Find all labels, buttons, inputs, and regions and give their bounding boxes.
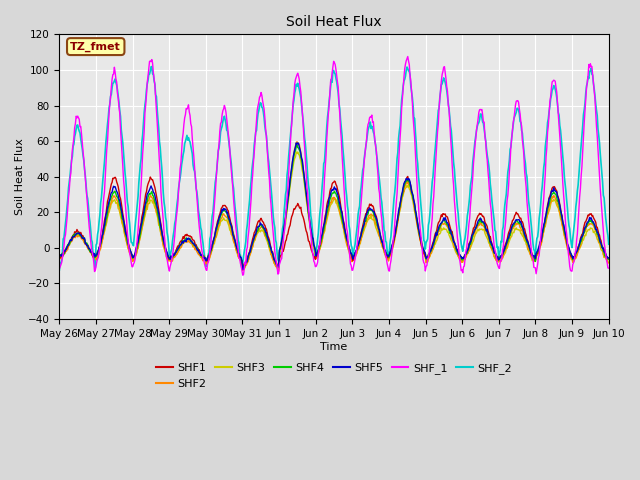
SHF_1 [65, 186, 73, 192]
SHF2 [56, 256, 63, 262]
SHF2 [207, 252, 214, 257]
Line: SHF1: SHF1 [60, 177, 609, 267]
SHF1 [65, 240, 73, 246]
SHF_1 [402, 61, 410, 67]
X-axis label: Time: Time [321, 342, 348, 351]
SHF2 [178, 243, 186, 249]
SHF2 [605, 260, 612, 266]
SHF1 [404, 174, 412, 180]
SHF4 [239, 266, 247, 272]
SHF2 [419, 246, 426, 252]
SHF1 [239, 264, 247, 270]
SHF3 [65, 241, 73, 247]
SHF4 [605, 256, 612, 262]
SHF5 [56, 252, 63, 257]
Line: SHF_1: SHF_1 [60, 57, 609, 275]
SHF_1 [239, 272, 246, 278]
SHF5 [122, 231, 130, 237]
SHF2 [275, 269, 282, 275]
SHF3 [178, 242, 186, 248]
SHF1 [419, 244, 426, 250]
SHF_2 [56, 267, 63, 273]
SHF2 [122, 237, 130, 242]
SHF1 [178, 239, 186, 244]
SHF4 [293, 142, 301, 148]
SHF5 [419, 243, 426, 249]
SHF3 [292, 149, 300, 155]
Title: Soil Heat Flux: Soil Heat Flux [286, 15, 382, 29]
SHF4 [419, 242, 426, 248]
SHF1 [207, 247, 214, 253]
SHF2 [293, 139, 301, 144]
SHF5 [605, 255, 612, 261]
SHF3 [403, 185, 410, 191]
SHF_2 [418, 209, 426, 215]
Line: SHF4: SHF4 [60, 145, 609, 269]
SHF_2 [207, 222, 215, 228]
SHF5 [239, 267, 246, 273]
SHF4 [122, 232, 130, 238]
Text: TZ_fmet: TZ_fmet [70, 41, 121, 52]
SHF_2 [122, 178, 130, 183]
SHF4 [56, 252, 63, 258]
SHF1 [122, 228, 130, 233]
SHF5 [178, 240, 186, 246]
SHF3 [207, 252, 214, 257]
Line: SHF5: SHF5 [60, 143, 609, 270]
SHF_2 [179, 157, 186, 163]
SHF5 [65, 240, 73, 245]
SHF_2 [65, 179, 73, 184]
SHF3 [605, 259, 612, 265]
SHF_1 [605, 265, 612, 271]
SHF4 [65, 242, 73, 248]
SHF3 [122, 235, 130, 240]
SHF2 [403, 180, 410, 185]
SHF_1 [404, 54, 412, 60]
SHF_1 [56, 266, 63, 272]
Legend: SHF1, SHF2, SHF3, SHF4, SHF5, SHF_1, SHF_2: SHF1, SHF2, SHF3, SHF4, SHF5, SHF_1, SHF… [152, 359, 516, 393]
SHF3 [56, 256, 63, 262]
SHF4 [207, 250, 214, 255]
SHF1 [56, 253, 63, 259]
SHF_1 [207, 245, 214, 251]
SHF2 [65, 243, 73, 249]
SHF3 [419, 245, 426, 251]
SHF_1 [419, 247, 426, 252]
Line: SHF2: SHF2 [60, 142, 609, 272]
SHF_1 [122, 207, 130, 213]
SHF5 [294, 140, 301, 146]
SHF3 [239, 267, 246, 273]
Line: SHF_2: SHF_2 [60, 67, 609, 270]
SHF5 [403, 176, 410, 181]
SHF4 [403, 179, 410, 184]
SHF5 [207, 248, 214, 253]
Y-axis label: Soil Heat Flux: Soil Heat Flux [15, 138, 25, 215]
Line: SHF3: SHF3 [60, 152, 609, 270]
SHF4 [178, 241, 186, 247]
SHF_2 [605, 241, 612, 247]
SHF1 [605, 255, 612, 261]
SHF_1 [178, 149, 186, 155]
SHF1 [402, 178, 410, 184]
SHF_2 [402, 73, 410, 79]
SHF_2 [148, 64, 156, 70]
